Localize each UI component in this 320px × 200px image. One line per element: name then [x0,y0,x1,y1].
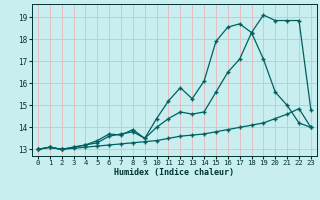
X-axis label: Humidex (Indice chaleur): Humidex (Indice chaleur) [115,168,234,177]
